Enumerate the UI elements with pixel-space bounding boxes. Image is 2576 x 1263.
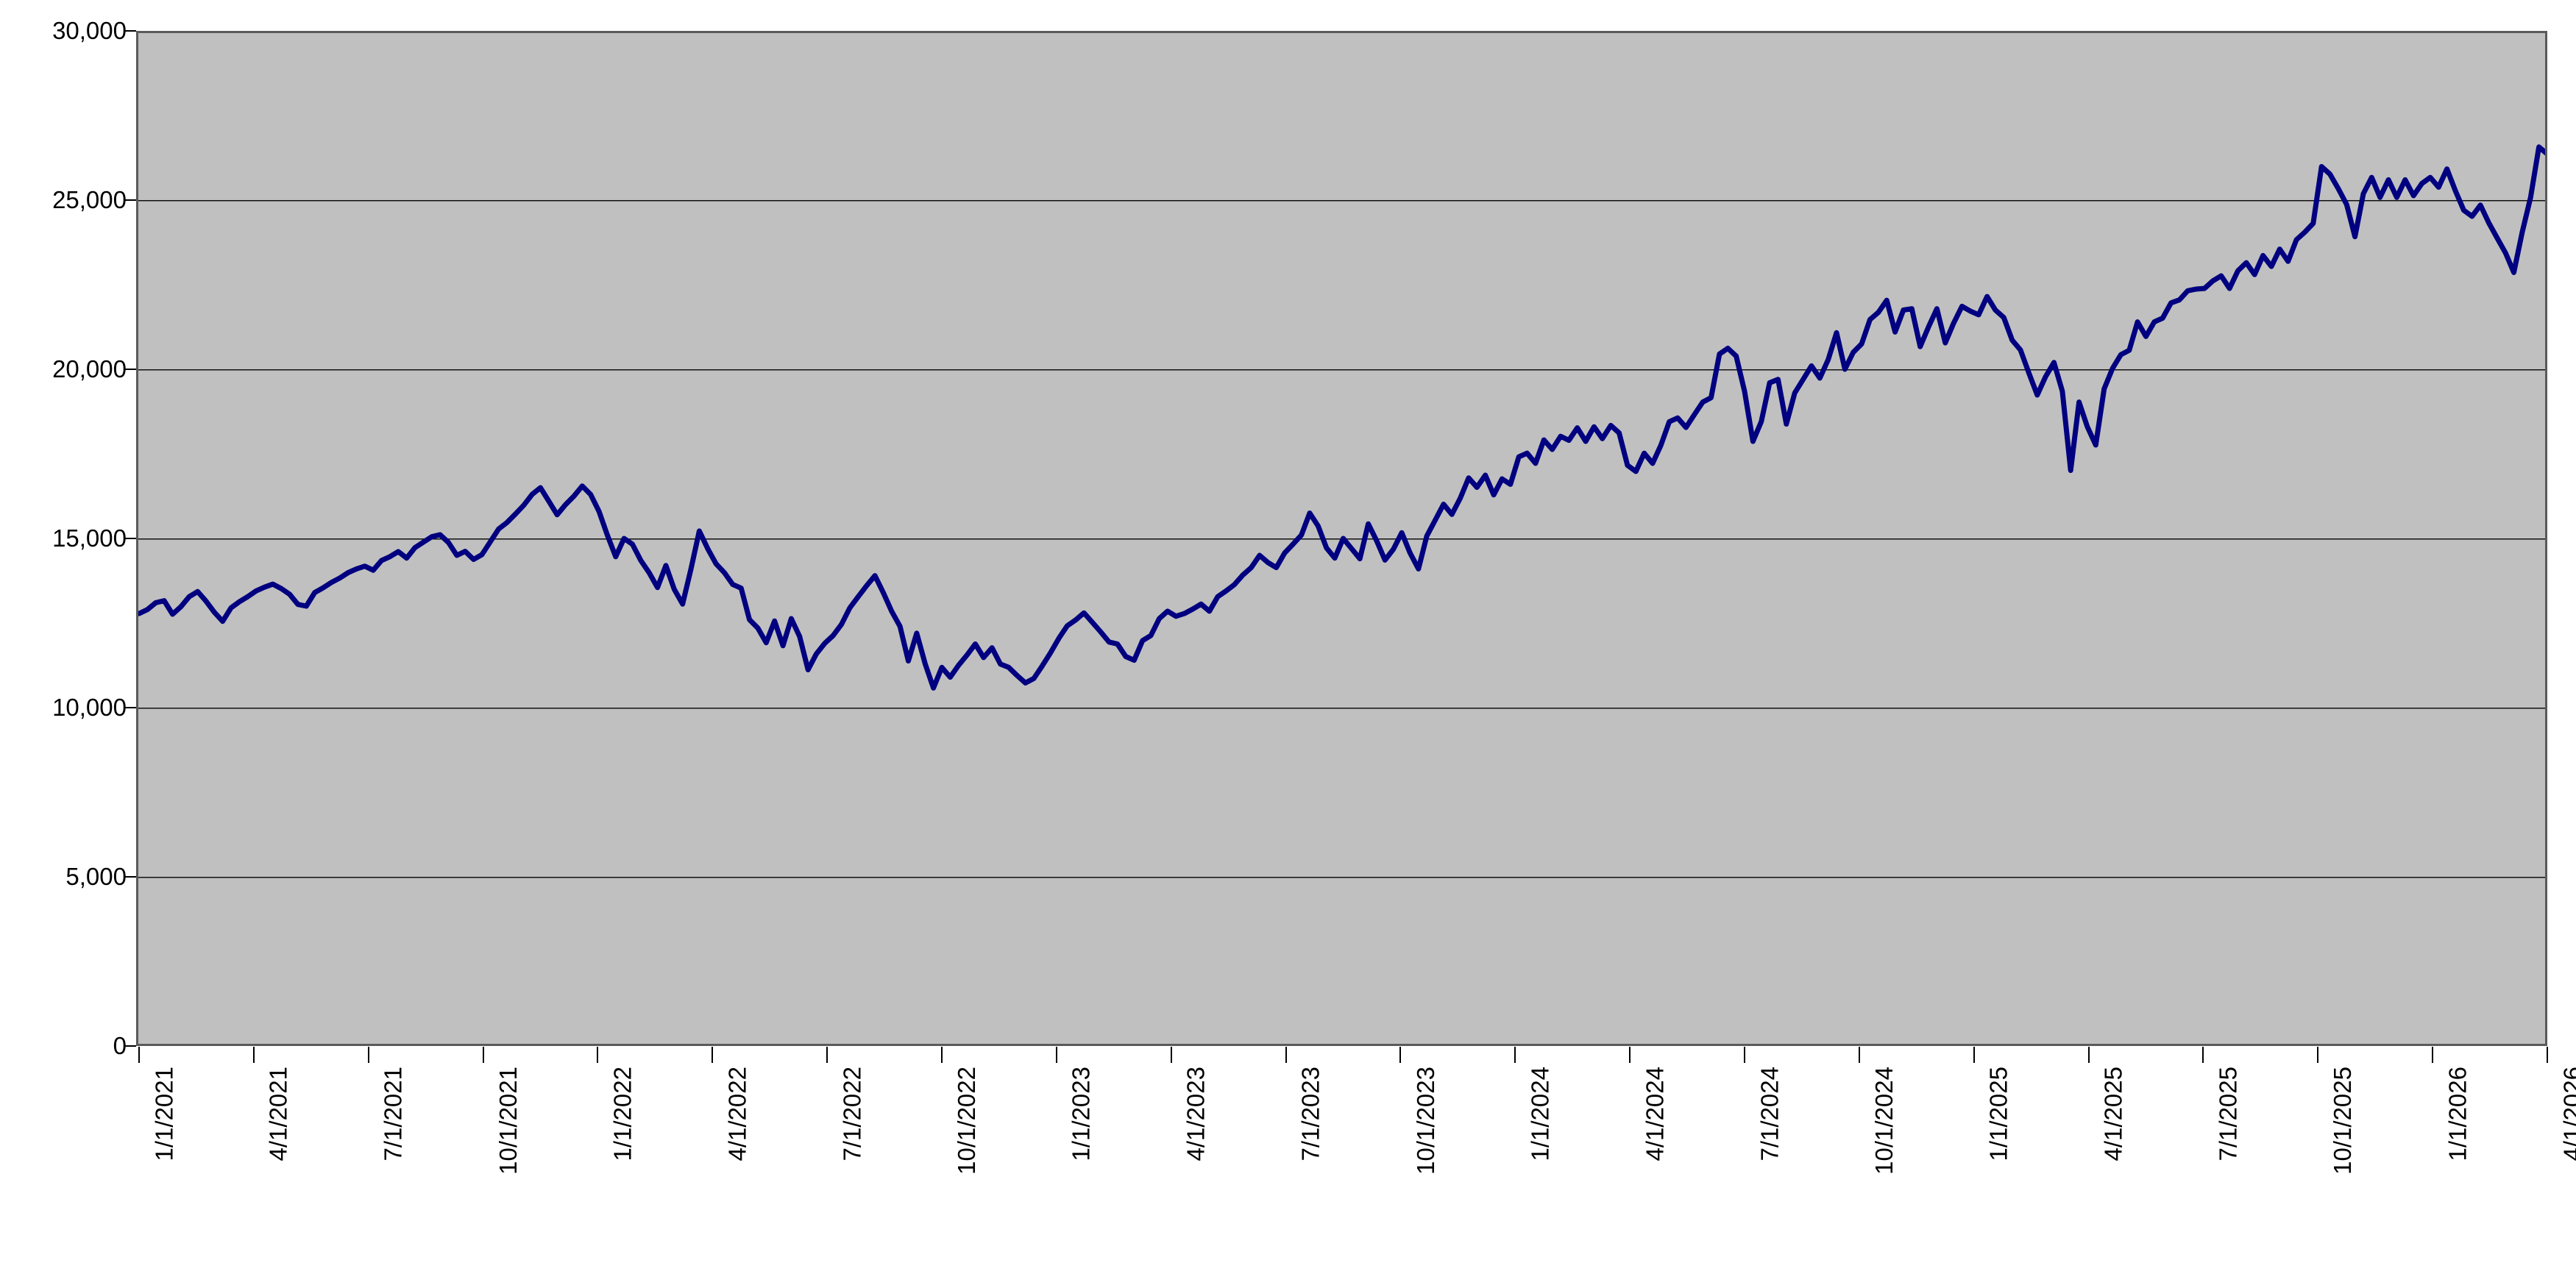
y-axis-tick [125,369,136,370]
x-axis-label: 1/1/2026 [2444,1067,2472,1161]
y-axis-tick [125,538,136,539]
x-axis-label: 7/1/2022 [838,1067,866,1161]
y-axis-tick [125,707,136,708]
x-axis-label: 4/1/2023 [1182,1067,1210,1161]
x-axis-label: 1/1/2023 [1067,1067,1095,1161]
x-axis-tick [2202,1047,2204,1063]
x-axis-tick [1399,1047,1402,1063]
y-axis-label: 0 [113,1032,127,1059]
y-axis-tick [125,1045,136,1047]
x-axis-label: 4/1/2026 [2558,1067,2576,1161]
x-axis-label: 1/1/2024 [1526,1067,1554,1161]
y-axis-tick [125,199,136,201]
x-axis-label: 4/1/2024 [1641,1067,1669,1161]
x-axis-label: 1/1/2021 [150,1067,177,1161]
x-axis-label: 10/1/2025 [2329,1067,2357,1175]
x-axis-tick [1973,1047,1975,1063]
x-axis-tick [2432,1047,2434,1063]
y-axis-label: 30,000 [52,17,127,44]
x-axis-tick [2547,1047,2548,1063]
x-axis-tick [1285,1047,1287,1063]
x-axis-tick [367,1047,369,1063]
x-axis-label: 10/1/2021 [494,1067,522,1175]
x-axis-tick [826,1047,828,1063]
x-axis-tick [1744,1047,1745,1063]
x-axis-tick [138,1047,140,1063]
y-axis-label: 5,000 [65,863,127,890]
x-axis-label: 10/1/2024 [1870,1067,1898,1175]
y-axis-tick [125,30,136,32]
x-axis-label: 1/1/2022 [608,1067,636,1161]
x-axis-label: 7/1/2025 [2214,1067,2242,1161]
x-axis-tick [597,1047,599,1063]
x-axis-tick [712,1047,714,1063]
price-line-chart-svg [136,31,2547,1046]
x-axis-tick [2317,1047,2319,1063]
y-axis-label: 25,000 [52,186,127,213]
plot-area [136,31,2547,1046]
x-axis-tick [1629,1047,1631,1063]
x-axis-label: 1/1/2025 [1984,1067,2012,1161]
x-axis-tick [1170,1047,1172,1063]
x-axis-label: 7/1/2023 [1296,1067,1324,1161]
x-axis-label: 7/1/2021 [379,1067,407,1161]
price-line [136,144,2547,691]
x-axis-label: 7/1/2024 [1756,1067,1783,1161]
y-axis-label: 20,000 [52,355,127,383]
x-axis-label: 4/1/2022 [723,1067,751,1161]
x-axis-tick [941,1047,943,1063]
x-axis-label: 10/1/2023 [1411,1067,1439,1175]
x-axis-tick [2087,1047,2090,1063]
y-axis-tick [125,876,136,878]
x-axis-tick [1514,1047,1516,1063]
x-axis-label: 10/1/2022 [953,1067,980,1175]
x-axis-label: 4/1/2025 [2099,1067,2127,1161]
x-axis-label: 4/1/2021 [264,1067,292,1161]
plot-border [136,31,2547,1046]
x-axis-tick [252,1047,255,1063]
x-axis-tick [1858,1047,1860,1063]
y-axis-label: 10,000 [52,694,127,721]
x-axis-tick [1055,1047,1057,1063]
y-axis-label: 15,000 [52,524,127,552]
x-axis-tick [482,1047,484,1063]
